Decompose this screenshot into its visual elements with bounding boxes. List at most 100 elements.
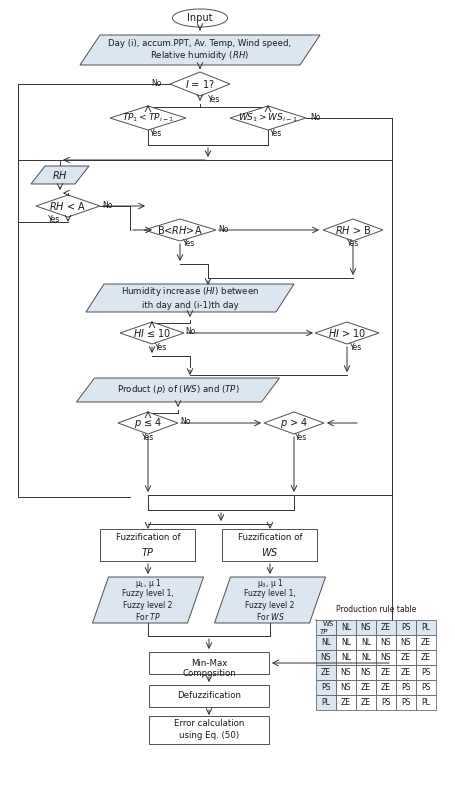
FancyBboxPatch shape	[415, 680, 435, 695]
Polygon shape	[36, 195, 100, 217]
Text: Product ($\it{p}$) of ($\it{WS}$) and ($\it{TP}$): Product ($\it{p}$) of ($\it{WS}$) and ($…	[116, 384, 239, 397]
Polygon shape	[322, 219, 382, 241]
Text: Yes: Yes	[207, 95, 220, 104]
Text: Yes: Yes	[349, 343, 361, 351]
Text: No: No	[217, 225, 228, 234]
FancyBboxPatch shape	[100, 529, 195, 561]
Text: NL: NL	[320, 638, 330, 647]
Polygon shape	[120, 322, 184, 344]
Text: $\it{TP}_1 < \it{TP}_{i-1}$: $\it{TP}_1 < \it{TP}_{i-1}$	[121, 112, 174, 124]
FancyBboxPatch shape	[315, 665, 335, 680]
Text: PL: PL	[321, 698, 330, 707]
Polygon shape	[263, 412, 324, 434]
Text: μ$_1$, μ 1: μ$_1$, μ 1	[134, 578, 161, 591]
Text: Yes: Yes	[150, 128, 162, 137]
Polygon shape	[110, 106, 186, 130]
Text: WS: WS	[322, 621, 333, 628]
Text: ZE: ZE	[400, 653, 410, 662]
Text: Min-Max: Min-Max	[190, 659, 227, 667]
Text: PS: PS	[380, 698, 390, 707]
FancyBboxPatch shape	[355, 635, 375, 650]
Ellipse shape	[172, 9, 227, 27]
FancyBboxPatch shape	[375, 620, 395, 635]
FancyBboxPatch shape	[315, 635, 335, 650]
Text: Fuzzy level 1,: Fuzzy level 1,	[122, 590, 173, 599]
Text: Day (i), accum.PPT, Av. Temp, Wind speed,: Day (i), accum.PPT, Av. Temp, Wind speed…	[108, 39, 291, 48]
Text: μ$_3$, μ 1: μ$_3$, μ 1	[256, 578, 283, 591]
FancyBboxPatch shape	[335, 635, 355, 650]
FancyBboxPatch shape	[315, 695, 335, 710]
Text: NL: NL	[340, 623, 350, 632]
FancyBboxPatch shape	[415, 650, 435, 665]
Text: NS: NS	[360, 623, 370, 632]
Text: NL: NL	[360, 653, 370, 662]
Text: No: No	[185, 327, 195, 336]
Polygon shape	[170, 72, 229, 96]
Text: NS: NS	[400, 638, 410, 647]
Text: PS: PS	[420, 683, 430, 692]
FancyBboxPatch shape	[375, 665, 395, 680]
Text: NS: NS	[380, 638, 390, 647]
Polygon shape	[92, 577, 203, 623]
Text: ZE: ZE	[380, 668, 390, 677]
Text: Defuzzification: Defuzzification	[177, 692, 241, 701]
FancyBboxPatch shape	[149, 716, 268, 744]
Text: Yes: Yes	[142, 432, 154, 441]
Text: For $\it{TP}$: For $\it{TP}$	[135, 611, 161, 621]
Text: No: No	[309, 112, 320, 121]
FancyBboxPatch shape	[315, 650, 335, 665]
FancyBboxPatch shape	[149, 685, 268, 707]
FancyBboxPatch shape	[375, 650, 395, 665]
Text: NS: NS	[340, 683, 350, 692]
FancyBboxPatch shape	[355, 620, 375, 635]
Text: NS: NS	[360, 668, 370, 677]
Text: Input: Input	[187, 13, 212, 23]
FancyBboxPatch shape	[375, 695, 395, 710]
Text: Yes: Yes	[294, 432, 307, 441]
Polygon shape	[214, 577, 325, 623]
Text: NS: NS	[320, 653, 330, 662]
Text: $\it{RH}$: $\it{RH}$	[52, 169, 68, 181]
Text: NL: NL	[340, 653, 350, 662]
FancyBboxPatch shape	[355, 680, 375, 695]
FancyBboxPatch shape	[415, 620, 435, 635]
FancyBboxPatch shape	[355, 665, 375, 680]
Text: Yes: Yes	[155, 343, 167, 351]
Text: $\it{p}$ ≤ 4: $\it{p}$ ≤ 4	[134, 416, 162, 430]
Text: Fuzzy level 2: Fuzzy level 2	[123, 600, 172, 609]
Text: Humidity increase ($\it{HI}$) between: Humidity increase ($\it{HI}$) between	[121, 284, 258, 297]
Text: PS: PS	[321, 683, 330, 692]
FancyBboxPatch shape	[335, 695, 355, 710]
Text: ZE: ZE	[320, 668, 330, 677]
Text: For $\it{WS}$: For $\it{WS}$	[255, 611, 284, 621]
Text: ith day and (i-1)th day: ith day and (i-1)th day	[142, 301, 238, 309]
Text: Production rule table: Production rule table	[335, 605, 415, 615]
Text: $\it{RH}$ > B: $\it{RH}$ > B	[334, 224, 370, 236]
Text: $\it{WS}$: $\it{WS}$	[261, 546, 278, 558]
Polygon shape	[118, 412, 177, 434]
Text: ZE: ZE	[360, 698, 370, 707]
Text: Fuzzy level 2: Fuzzy level 2	[245, 600, 294, 609]
Text: NS: NS	[340, 668, 350, 677]
Text: Relative humidity ($\it{RH}$): Relative humidity ($\it{RH}$)	[150, 49, 249, 62]
Text: Fuzzy level 1,: Fuzzy level 1,	[243, 590, 295, 599]
Text: PS: PS	[400, 683, 410, 692]
Polygon shape	[314, 322, 378, 344]
Text: Yes: Yes	[269, 128, 282, 137]
FancyBboxPatch shape	[222, 529, 317, 561]
FancyBboxPatch shape	[335, 650, 355, 665]
Text: B<$\it{RH}$>A: B<$\it{RH}$>A	[157, 224, 202, 236]
FancyBboxPatch shape	[315, 620, 335, 635]
Text: $\it{HI}$ > 10: $\it{HI}$ > 10	[327, 327, 365, 339]
FancyBboxPatch shape	[395, 620, 415, 635]
Polygon shape	[76, 378, 279, 402]
Text: PS: PS	[400, 623, 410, 632]
FancyBboxPatch shape	[335, 665, 355, 680]
Text: No: No	[180, 418, 190, 427]
Text: ZE: ZE	[400, 668, 410, 677]
Text: NL: NL	[360, 638, 370, 647]
Polygon shape	[144, 219, 216, 241]
Text: $\it{p}$ > 4: $\it{p}$ > 4	[279, 416, 308, 430]
FancyBboxPatch shape	[395, 665, 415, 680]
FancyBboxPatch shape	[335, 620, 355, 635]
